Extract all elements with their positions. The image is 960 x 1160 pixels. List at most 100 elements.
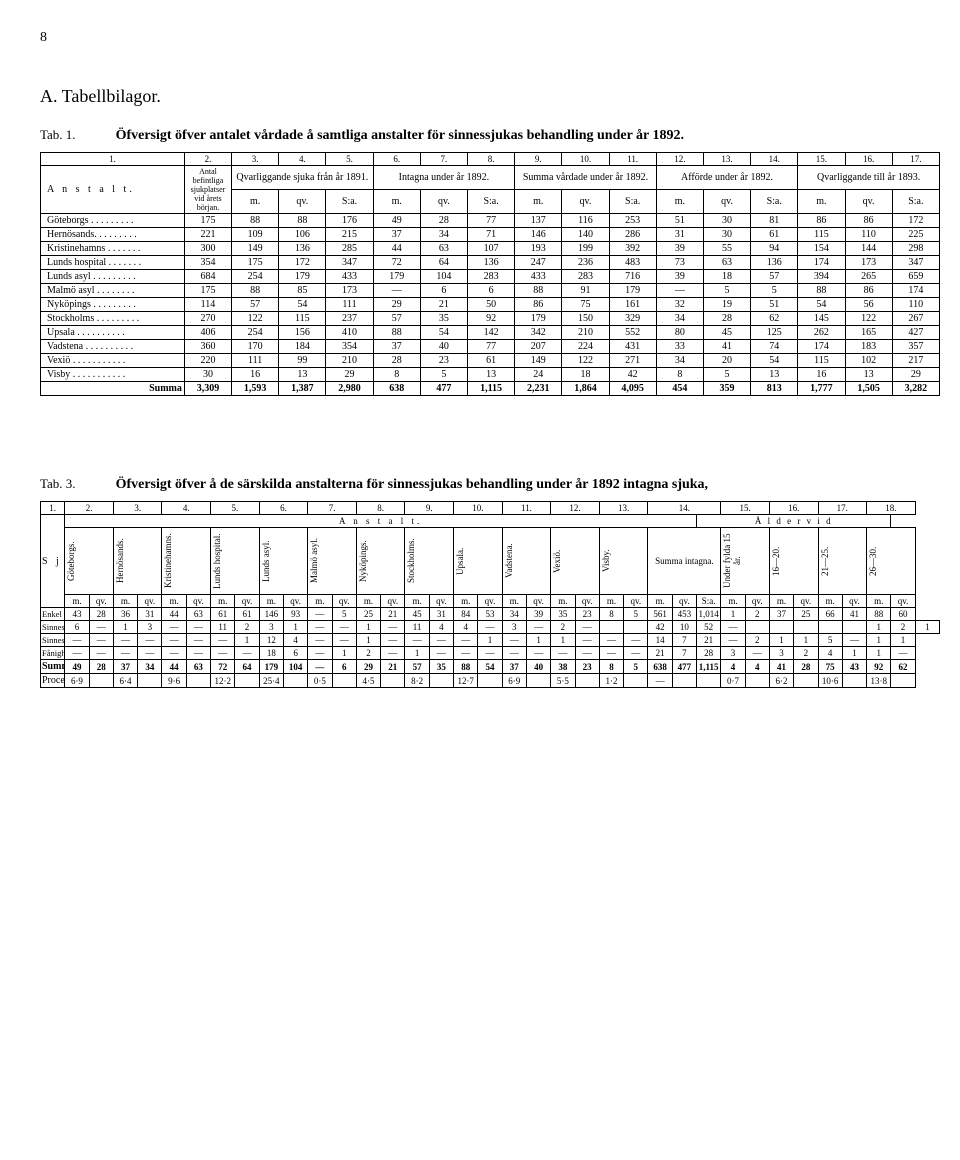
age-head: 16—20. xyxy=(769,528,818,595)
cell xyxy=(818,621,842,634)
cell: 104 xyxy=(420,270,467,284)
cell: 210 xyxy=(326,354,373,368)
cell: — xyxy=(575,621,599,634)
cell: 62 xyxy=(891,660,915,674)
cell: 10 xyxy=(672,621,696,634)
cell: 271 xyxy=(609,354,656,368)
cell: 125 xyxy=(751,326,798,340)
subhead: qv. xyxy=(89,595,113,608)
section-heading: A. Tabellbilagor. xyxy=(40,86,940,107)
col-num: 14. xyxy=(751,153,798,166)
cell: — xyxy=(648,674,672,688)
cell: 28 xyxy=(420,214,467,228)
cell: 262 xyxy=(798,326,845,340)
cell: — xyxy=(162,647,186,660)
subhead: qv. xyxy=(845,190,892,214)
cell: — xyxy=(381,621,405,634)
cell: — xyxy=(381,634,405,647)
col-num: 1. xyxy=(41,502,65,515)
cell: 638 xyxy=(648,660,672,674)
cell: 8·2 xyxy=(405,674,429,688)
inst-label: Göteborgs. xyxy=(66,529,76,593)
cell: 347 xyxy=(326,256,373,270)
tab3-group1: S j u k d o m. A n s t a l t. Å l d e r … xyxy=(41,515,940,528)
cell xyxy=(186,674,210,688)
row-label: Upsala . . . . . . . . . . xyxy=(41,326,185,340)
subhead: qv. xyxy=(235,595,259,608)
subhead: qv. xyxy=(672,595,696,608)
tab3-inst-row: Göteborgs.Hernösands.Kristinehamns.Lunds… xyxy=(41,528,940,595)
cell: 1 xyxy=(769,634,793,647)
subhead: S:a. xyxy=(751,190,798,214)
row-label: Sinnessjukdom med förlamning, Dementia p… xyxy=(41,621,65,634)
cell: 9·6 xyxy=(162,674,186,688)
inst-label: Lunds hospital. xyxy=(212,529,222,593)
cell: 71 xyxy=(468,228,515,242)
cell: 207 xyxy=(515,340,562,354)
col-num: 17. xyxy=(818,502,867,515)
cell xyxy=(526,674,550,688)
cell: 427 xyxy=(892,326,939,340)
cell: — xyxy=(138,634,162,647)
cell: 122 xyxy=(232,312,279,326)
cell: — xyxy=(599,647,623,660)
cell: 5·5 xyxy=(551,674,575,688)
cell: 2,980 xyxy=(326,382,373,396)
cell: 1 xyxy=(478,634,502,647)
cell: 254 xyxy=(232,270,279,284)
summa-label: Summa xyxy=(41,660,65,674)
cell: 6 xyxy=(283,647,307,660)
cell: 57 xyxy=(405,660,429,674)
cell: 28 xyxy=(89,608,113,621)
tab1-label: Tab. 1. xyxy=(40,127,76,143)
cell: 3 xyxy=(502,621,526,634)
col-num: 4. xyxy=(162,502,211,515)
cell: 75 xyxy=(818,660,842,674)
cell: — xyxy=(551,647,575,660)
cell: 136 xyxy=(279,242,326,256)
col-num: 9. xyxy=(405,502,454,515)
cell: 30 xyxy=(184,368,231,382)
cell xyxy=(794,621,818,634)
cell: 144 xyxy=(845,242,892,256)
cell: 10·6 xyxy=(818,674,842,688)
cell: 140 xyxy=(562,228,609,242)
inst-label: Lunds asyl. xyxy=(261,529,271,593)
cell xyxy=(842,674,866,688)
cell: 2 xyxy=(745,608,769,621)
cell xyxy=(89,674,113,688)
row-label: Vadstena . . . . . . . . . . xyxy=(41,340,185,354)
cell: 72 xyxy=(211,660,235,674)
inst-label: Kristinehamns. xyxy=(163,529,173,593)
cell: — xyxy=(624,634,648,647)
cell: — xyxy=(113,647,137,660)
cell: 81 xyxy=(751,214,798,228)
cell: 115 xyxy=(798,354,845,368)
cell: 406 xyxy=(184,326,231,340)
cell: 115 xyxy=(279,312,326,326)
row-label: Lunds hospital . . . . . . . xyxy=(41,256,185,270)
cell: 1 xyxy=(867,634,891,647)
cell: 1,115 xyxy=(468,382,515,396)
subhead: qv. xyxy=(562,190,609,214)
table-3: 1.2.3.4.5.6.7.8.9.10.11.12.13.14.15.16.1… xyxy=(40,501,940,688)
cell: 5 xyxy=(703,368,750,382)
cell: 34 xyxy=(138,660,162,674)
cell: 33 xyxy=(656,340,703,354)
cell xyxy=(283,674,307,688)
cell: 21 xyxy=(381,608,405,621)
row-label: Kristinehamns . . . . . . . xyxy=(41,242,185,256)
row-label: Visby . . . . . . . . . . . xyxy=(41,368,185,382)
cell: — xyxy=(113,634,137,647)
cell: 54 xyxy=(798,298,845,312)
inst-head: Upsala. xyxy=(454,528,503,595)
cell: 18 xyxy=(703,270,750,284)
cell: 88 xyxy=(373,326,420,340)
cell: 106 xyxy=(279,228,326,242)
cell: 45 xyxy=(703,326,750,340)
subhead: m. xyxy=(721,595,745,608)
cell: 1 xyxy=(551,634,575,647)
cell: 54 xyxy=(279,298,326,312)
cell: — xyxy=(891,647,915,660)
cell: 1 xyxy=(867,621,891,634)
